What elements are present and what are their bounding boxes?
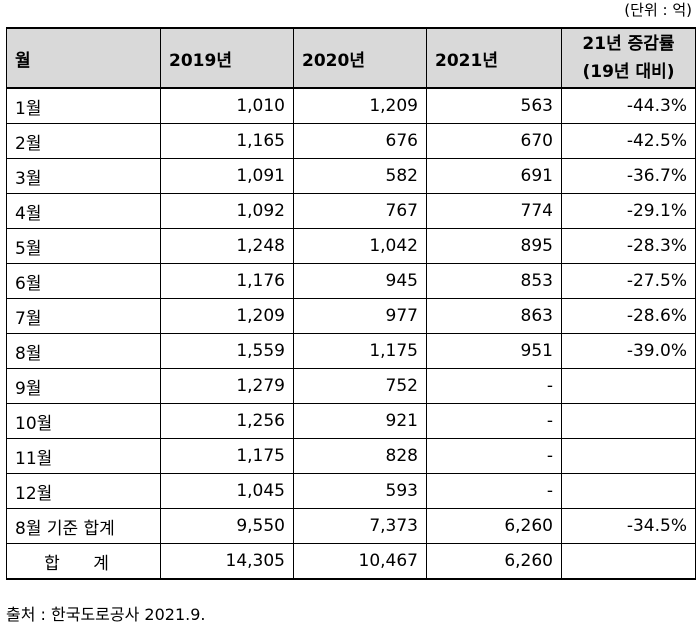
cell-2021: 670: [426, 123, 562, 159]
header-change-rate-line1: 21년 증감률: [582, 34, 675, 54]
table-row: 8월 기준 합계 9,550 7,373 6,260 -34.5%: [6, 508, 696, 544]
cell-2019: 1,045: [160, 473, 294, 509]
total-change-rate: [561, 543, 696, 580]
cell-change-rate: -42.5%: [561, 123, 696, 159]
table-row: 6월 1,176 945 853 -27.5%: [6, 263, 696, 299]
table-row: 10월 1,256 921-: [6, 403, 696, 439]
cell-2019: 1,256: [160, 403, 294, 439]
cell-2021: -: [426, 473, 562, 509]
cell-2019: 1,559: [160, 333, 294, 369]
cell-2021: 774: [426, 193, 562, 229]
unit-note: (단위 : 억): [624, 1, 692, 19]
header-change-rate-line2: (19년 대비): [582, 62, 675, 82]
cell-2021: 691: [426, 158, 562, 194]
table-total-row: 합 계 14,305 10,467 6,260: [6, 543, 696, 580]
cell-2020: 1,209: [293, 87, 427, 124]
header-change-rate: 21년 증감률 (19년 대비): [561, 27, 696, 89]
header-2021: 2021년: [426, 27, 562, 89]
cell-month: 1월: [6, 87, 161, 124]
cell-2020: 593: [293, 473, 427, 509]
cell-2020: 767: [293, 193, 427, 229]
cell-2021: 6,260: [426, 508, 562, 544]
cell-change-rate: -44.3%: [561, 87, 696, 124]
cell-change-rate: -39.0%: [561, 333, 696, 369]
table-row: 7월 1,209 977 863 -28.6%: [6, 298, 696, 334]
table-row: 12월 1,045 593-: [6, 473, 696, 509]
table-row: 4월 1,092 767 774 -29.1%: [6, 193, 696, 229]
header-2020: 2020년: [293, 27, 427, 89]
cell-month: 12월: [6, 473, 161, 509]
total-2019: 14,305: [160, 543, 294, 580]
cell-change-rate: -29.1%: [561, 193, 696, 229]
cell-2020: 921: [293, 403, 427, 439]
total-label: 합 계: [6, 543, 161, 580]
cell-2019: 1,209: [160, 298, 294, 334]
table-row: 1월 1,010 1,209 563 -44.3%: [6, 87, 696, 124]
cell-2020: 582: [293, 158, 427, 194]
cell-month: 8월 기준 합계: [6, 508, 161, 544]
cell-2019: 9,550: [160, 508, 294, 544]
cell-2021: -: [426, 438, 562, 474]
header-2019: 2019년: [160, 27, 294, 89]
cell-change-rate: -34.5%: [561, 508, 696, 544]
cell-month: 11월: [6, 438, 161, 474]
cell-month: 8월: [6, 333, 161, 369]
table-row: 9월 1,279 752-: [6, 368, 696, 404]
header-month: 월: [6, 27, 161, 89]
cell-2021: 853: [426, 263, 562, 299]
cell-change-rate: [561, 438, 696, 474]
cell-2019: 1,279: [160, 368, 294, 404]
table-row: 3월 1,091 582 691 -36.7%: [6, 158, 696, 194]
table-row: 2월 1,165 676 670 -42.5%: [6, 123, 696, 159]
cell-2019: 1,092: [160, 193, 294, 229]
source-note: 출처 : 한국도로공사 2021.9.: [6, 605, 206, 624]
cell-2019: 1,175: [160, 438, 294, 474]
cell-change-rate: -28.3%: [561, 228, 696, 264]
cell-2020: 1,042: [293, 228, 427, 264]
cell-change-rate: [561, 473, 696, 509]
total-2020: 10,467: [293, 543, 427, 580]
cell-month: 7월: [6, 298, 161, 334]
cell-month: 10월: [6, 403, 161, 439]
table-row: 11월 1,175 828-: [6, 438, 696, 474]
cell-month: 3월: [6, 158, 161, 194]
cell-2021: 863: [426, 298, 562, 334]
cell-2020: 676: [293, 123, 427, 159]
revenue-table: 월 2019년 2020년 2021년 21년 증감률 (19년 대비) 1월 1…: [6, 27, 696, 580]
cell-month: 6월: [6, 263, 161, 299]
table-row: 5월 1,248 1,042 895 -28.3%: [6, 228, 696, 264]
cell-change-rate: -36.7%: [561, 158, 696, 194]
cell-2020: 7,373: [293, 508, 427, 544]
cell-month: 5월: [6, 228, 161, 264]
total-2021: 6,260: [426, 543, 562, 580]
cell-2021: 563: [426, 87, 562, 124]
cell-2019: 1,248: [160, 228, 294, 264]
cell-2021: 895: [426, 228, 562, 264]
cell-2019: 1,091: [160, 158, 294, 194]
table-row: 8월 1,559 1,175 951 -39.0%: [6, 333, 696, 369]
cell-month: 4월: [6, 193, 161, 229]
cell-2020: 945: [293, 263, 427, 299]
cell-2019: 1,010: [160, 87, 294, 124]
cell-2020: 1,175: [293, 333, 427, 369]
cell-change-rate: [561, 368, 696, 404]
table-header-row: 월 2019년 2020년 2021년 21년 증감률 (19년 대비): [6, 27, 696, 89]
cell-2020: 752: [293, 368, 427, 404]
cell-2021: -: [426, 368, 562, 404]
cell-month: 9월: [6, 368, 161, 404]
cell-2019: 1,165: [160, 123, 294, 159]
cell-2020: 977: [293, 298, 427, 334]
cell-change-rate: -28.6%: [561, 298, 696, 334]
cell-change-rate: -27.5%: [561, 263, 696, 299]
cell-change-rate: [561, 403, 696, 439]
cell-2020: 828: [293, 438, 427, 474]
cell-month: 2월: [6, 123, 161, 159]
cell-2019: 1,176: [160, 263, 294, 299]
cell-2021: 951: [426, 333, 562, 369]
cell-2021: -: [426, 403, 562, 439]
